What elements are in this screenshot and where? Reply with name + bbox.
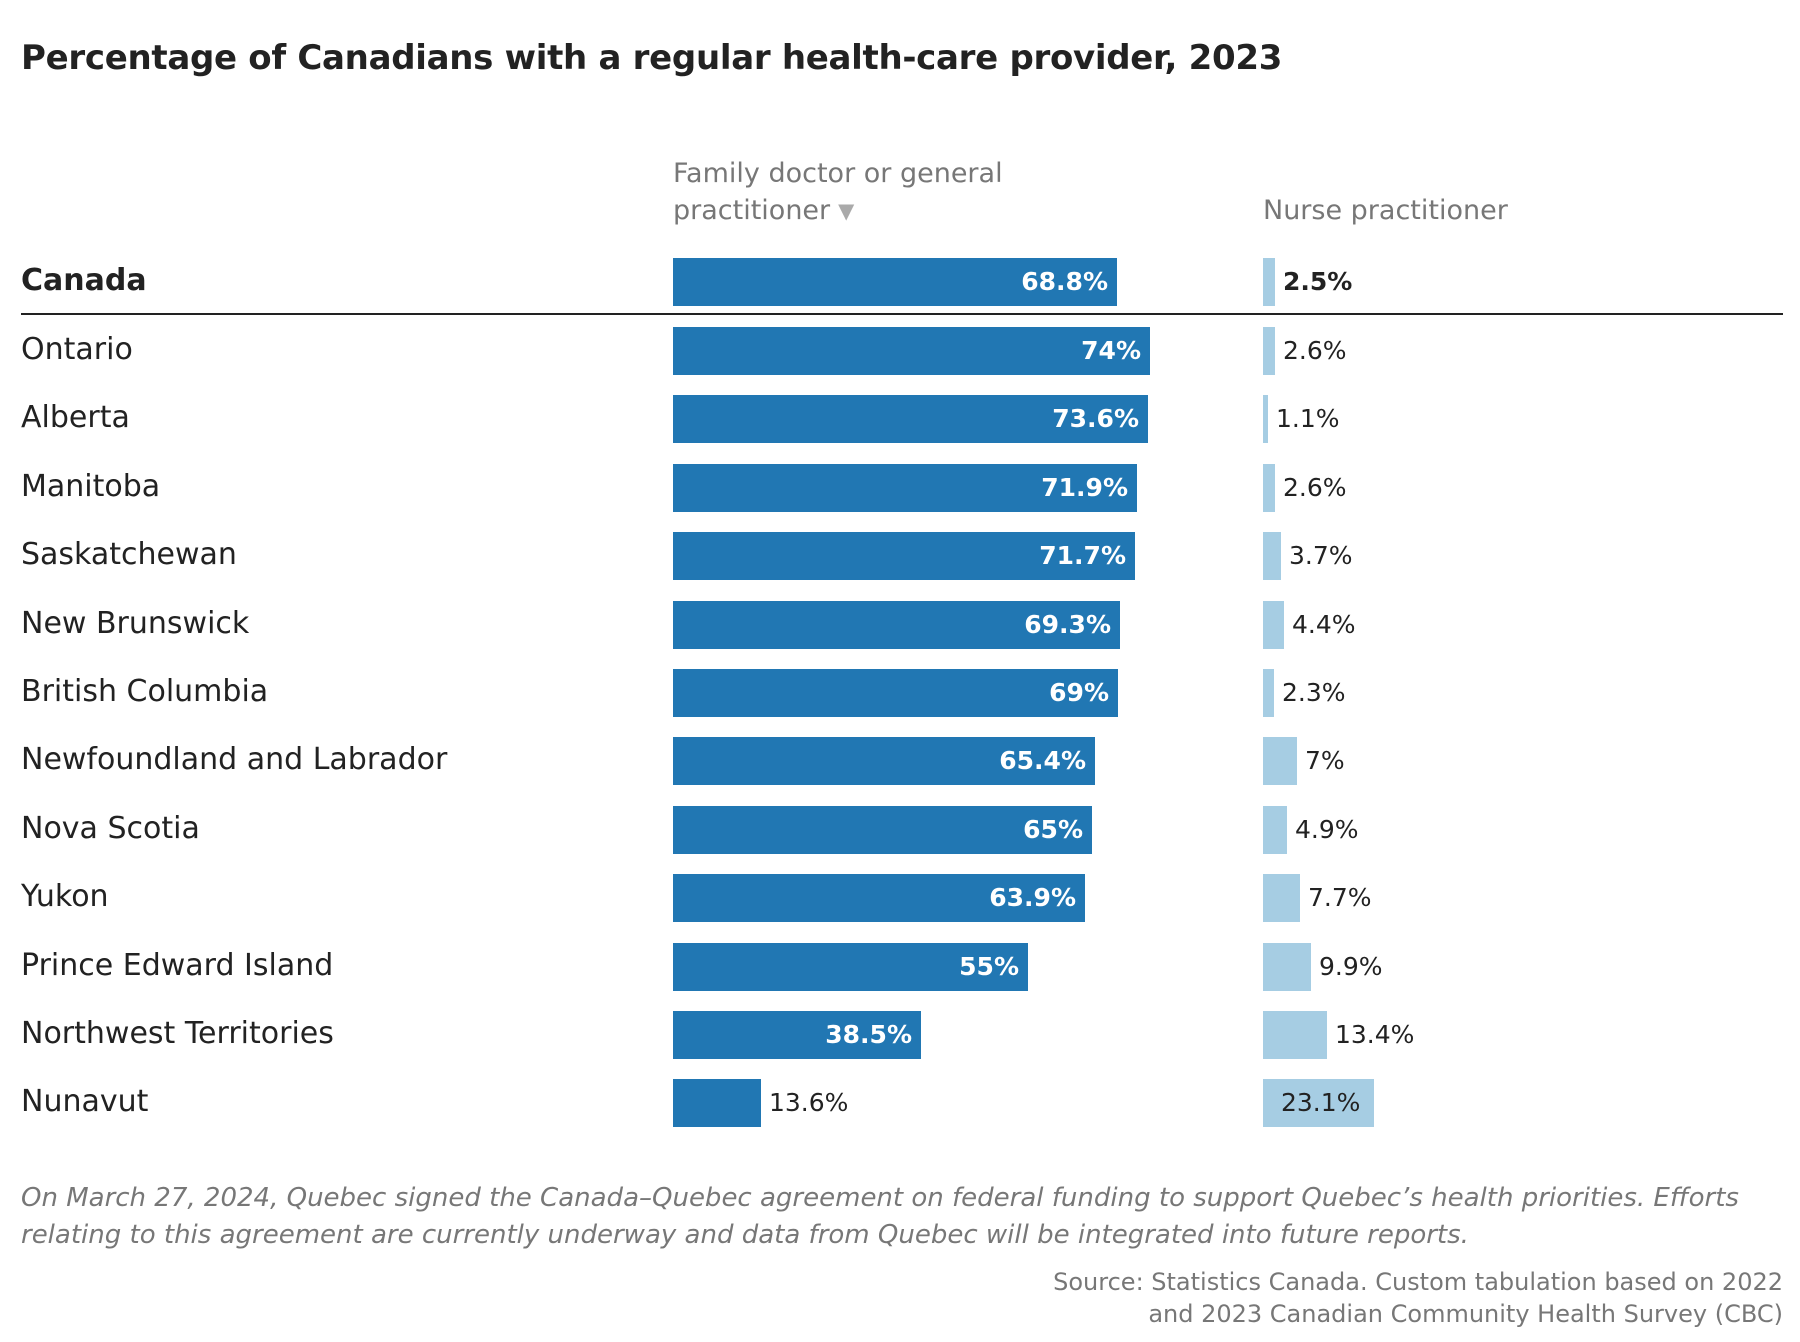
family-doctor-bar-alberta: [673, 395, 1148, 444]
row-label-nunavut: Nunavut: [21, 1084, 149, 1120]
row-label-canada: Canada: [21, 263, 147, 298]
row-label-new-brunswick: New Brunswick: [21, 605, 250, 641]
source-line2: and 2023 Canadian Community Health Surve…: [1148, 1300, 1783, 1328]
nurse-practitioner-bar-nunavut: [1263, 1079, 1374, 1128]
nurse-practitioner-bar-saskatchewan: [1263, 532, 1281, 581]
nurse-practitioner-bar-british-columbia: [1263, 669, 1274, 717]
family-doctor-value-newfoundland-and-labrador: 65.4%: [999, 746, 1086, 776]
row-label-british-columbia: British Columbia: [21, 674, 269, 709]
family-doctor-bar-saskatchewan: [673, 532, 1135, 581]
family-doctor-bar-british-columbia: [673, 669, 1118, 717]
column-header-family-line2: practitioner: [673, 195, 831, 226]
nurse-practitioner-bar-newfoundland-and-labrador: [1263, 737, 1297, 786]
family-doctor-bar-canada: [673, 258, 1117, 306]
family-doctor-value-british-columbia: 69%: [1049, 678, 1109, 707]
nurse-practitioner-bar-nova-scotia: [1263, 805, 1287, 854]
family-doctor-bar-nunavut: [673, 1079, 761, 1128]
nurse-practitioner-value-new-brunswick: 4.4%: [1292, 609, 1356, 639]
row-label-prince-edward-island: Prince Edward Island: [21, 947, 334, 983]
family-doctor-bar-new-brunswick: [673, 600, 1120, 649]
nurse-practitioner-bar-yukon: [1263, 874, 1300, 923]
nurse-practitioner-value-newfoundland-and-labrador: 7%: [1305, 746, 1345, 776]
column-header-nurse-practitioner[interactable]: Nurse practitioner: [1263, 195, 1508, 226]
row-label-newfoundland-and-labrador: Newfoundland and Labrador: [21, 742, 448, 778]
family-doctor-value-nova-scotia: 65%: [1023, 814, 1083, 844]
column-header-family-line1: Family doctor or general: [673, 158, 1003, 189]
row-label-alberta: Alberta: [21, 400, 130, 436]
nurse-practitioner-value-canada: 2.5%: [1283, 267, 1353, 296]
source-credit: Source: Statistics Canada. Custom tabula…: [883, 1266, 1783, 1330]
row-label-manitoba: Manitoba: [21, 468, 161, 504]
family-doctor-bar-prince-edward-island: [673, 942, 1028, 991]
nurse-practitioner-bar-ontario: [1263, 327, 1275, 375]
family-doctor-value-manitoba: 71.9%: [1041, 472, 1128, 502]
family-doctor-bar-northwest-territories: [673, 1011, 921, 1059]
nurse-practitioner-bar-manitoba: [1263, 463, 1275, 512]
family-doctor-bar-yukon: [673, 874, 1085, 923]
family-doctor-value-yukon: 63.9%: [989, 883, 1076, 913]
nurse-practitioner-value-saskatchewan: 3.7%: [1289, 541, 1353, 571]
nurse-practitioner-value-alberta: 1.1%: [1276, 404, 1340, 434]
nurse-practitioner-bar-alberta: [1263, 395, 1268, 444]
family-doctor-value-canada: 68.8%: [1021, 267, 1108, 296]
chart-title: Percentage of Canadians with a regular h…: [21, 38, 1283, 78]
nurse-practitioner-value-nunavut: 23.1%: [1281, 1088, 1361, 1118]
nurse-practitioner-value-british-columbia: 2.3%: [1282, 678, 1346, 707]
nurse-practitioner-value-northwest-territories: 13.4%: [1335, 1020, 1415, 1049]
footnote: On March 27, 2024, Quebec signed the Can…: [21, 1183, 1739, 1250]
family-doctor-bar-newfoundland-and-labrador: [673, 737, 1095, 786]
family-doctor-value-new-brunswick: 69.3%: [1024, 609, 1111, 639]
row-label-saskatchewan: Saskatchewan: [21, 537, 237, 573]
family-doctor-value-prince-edward-island: 55%: [959, 951, 1019, 981]
row-label-ontario: Ontario: [21, 332, 133, 367]
nurse-practitioner-value-nova-scotia: 4.9%: [1295, 814, 1359, 844]
family-doctor-value-ontario: 74%: [1081, 336, 1141, 365]
nurse-practitioner-value-manitoba: 2.6%: [1283, 472, 1347, 502]
family-doctor-value-saskatchewan: 71.7%: [1039, 541, 1126, 571]
sort-descending-icon[interactable]: ▼: [838, 199, 855, 223]
family-doctor-value-northwest-territories: 38.5%: [825, 1020, 912, 1049]
nurse-practitioner-value-prince-edward-island: 9.9%: [1319, 951, 1383, 981]
column-header-family-doctor[interactable]: Family doctor or general practitioner ▼: [673, 155, 1053, 230]
row-label-yukon: Yukon: [21, 879, 109, 915]
nurse-practitioner-bar-northwest-territories: [1263, 1011, 1327, 1059]
nurse-practitioner-value-yukon: 7.7%: [1308, 883, 1372, 913]
family-doctor-value-alberta: 73.6%: [1052, 404, 1139, 434]
canada-divider-line: [21, 313, 1783, 315]
row-label-nova-scotia: Nova Scotia: [21, 810, 200, 846]
family-doctor-bar-nova-scotia: [673, 805, 1092, 854]
nurse-practitioner-bar-canada: [1263, 258, 1275, 306]
family-doctor-bar-ontario: [673, 327, 1150, 375]
nurse-practitioner-bar-new-brunswick: [1263, 600, 1284, 649]
nurse-practitioner-bar-prince-edward-island: [1263, 942, 1311, 991]
nurse-practitioner-value-ontario: 2.6%: [1283, 336, 1347, 365]
family-doctor-value-nunavut: 13.6%: [769, 1088, 849, 1118]
family-doctor-bar-manitoba: [673, 463, 1137, 512]
row-label-northwest-territories: Northwest Territories: [21, 1016, 334, 1051]
source-line1: Source: Statistics Canada. Custom tabula…: [1053, 1268, 1783, 1296]
